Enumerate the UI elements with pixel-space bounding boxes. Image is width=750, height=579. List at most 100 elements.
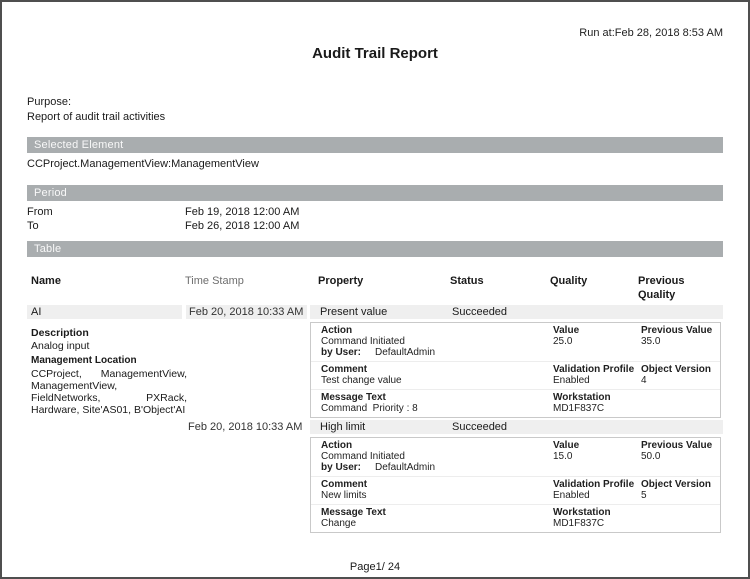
comment-label: Comment	[321, 479, 368, 490]
comment-value: Test change value	[321, 375, 402, 386]
column-header-status: Status	[450, 275, 484, 287]
object-version-cell: Object Version 4	[641, 364, 720, 386]
workstation-value: MD1F837C	[553, 518, 605, 529]
event-timestamp: Feb 20, 2018 10:33 AM	[188, 421, 303, 433]
message-cell: Message Text Change	[321, 507, 553, 529]
purpose-text: Report of audit trail activities	[27, 111, 166, 123]
table-column-headers: Name Time Stamp Property Status Quality …	[27, 274, 723, 302]
event-quality	[552, 420, 640, 434]
comment-value: New limits	[321, 490, 367, 501]
description-text: Analog input	[31, 340, 90, 352]
empty-cell	[641, 392, 720, 414]
message-cell: Message Text Command Priority : 8	[321, 392, 553, 414]
action-label: Action	[321, 440, 353, 451]
table-row: Feb 20, 2018 10:33 AM High limit Succeed…	[27, 420, 723, 434]
event-details-box: Action Command Initiated by User: Default…	[310, 322, 721, 418]
empty-description-block	[27, 437, 187, 440]
workstation-cell: Workstation MD1F837C	[553, 507, 641, 529]
column-gap	[307, 305, 310, 319]
by-user-label: by User:	[321, 462, 362, 473]
column-header-time-stamp: Time Stamp	[185, 275, 244, 287]
event-status: Succeeded	[452, 421, 508, 433]
period-to-row: To Feb 26, 2018 12:00 AM	[27, 219, 723, 233]
period-to-label: To	[27, 220, 39, 232]
validation-profile-label: Validation Profile	[553, 479, 635, 490]
validation-profile-value: Enabled	[553, 490, 590, 501]
event-details-box: Action Command Initiated by User: Default…	[310, 437, 721, 533]
validation-profile-cell: Validation Profile Enabled	[553, 364, 641, 386]
value-value: 25.0	[553, 336, 573, 347]
validation-profile-value: Enabled	[553, 375, 590, 386]
value-cell: Value 25.0	[553, 325, 641, 358]
event-summary-band: High limit Succeeded	[310, 420, 723, 434]
event-property: Present value	[320, 306, 388, 318]
detail-row-comment: Comment New limits Validation Profile En…	[311, 476, 720, 504]
page-number: Page1/ 24	[349, 561, 401, 573]
entry-description-block: Description Analog input Management Loca…	[27, 322, 187, 416]
workstation-value: MD1F837C	[553, 403, 605, 414]
object-version-label: Object Version	[641, 479, 712, 490]
previous-value-label: Previous Value	[641, 440, 713, 451]
detail-row-message: Message Text Change Workstation MD1F837C	[311, 504, 720, 532]
empty-name-cell	[27, 420, 185, 434]
value-value: 15.0	[553, 451, 573, 462]
event-status: Succeeded	[452, 306, 508, 318]
previous-value-value: 35.0	[641, 336, 661, 347]
page-title: Audit Trail Report	[312, 45, 438, 62]
by-user-label: by User:	[321, 347, 362, 358]
value-label: Value	[553, 325, 580, 336]
value-cell: Value 15.0	[553, 440, 641, 473]
period-from-row: From Feb 19, 2018 12:00 AM	[27, 205, 723, 219]
entry-detail-row: Action Command Initiated by User: Default…	[27, 437, 723, 533]
detail-row-comment: Comment Test change value Validation Pro…	[311, 361, 720, 389]
by-user-line: by User: DefaultAdmin	[321, 462, 553, 473]
comment-cell: Comment New limits	[321, 479, 553, 501]
event-timestamp: Feb 20, 2018 10:33 AM	[186, 305, 307, 319]
workstation-label: Workstation	[553, 392, 611, 403]
management-location-text: CCProject, ManagementView, ManagementVie…	[31, 368, 187, 416]
event-previous-quality	[640, 420, 723, 434]
value-label: Value	[553, 440, 580, 451]
object-version-cell: Object Version 5	[641, 479, 720, 501]
detail-row-action: Action Command Initiated by User: Default…	[311, 323, 720, 361]
detail-row-message: Message Text Command Priority : 8 Workst…	[311, 389, 720, 417]
selected-element-section-bar: Selected Element	[27, 137, 723, 153]
message-text-value: Change	[321, 518, 357, 529]
detail-row-action: Action Command Initiated by User: Default…	[311, 438, 720, 476]
column-header-name: Name	[31, 275, 61, 287]
table-section-bar: Table	[27, 241, 723, 257]
table-row: AI Feb 20, 2018 10:33 AM Present value S…	[27, 305, 723, 319]
column-header-quality: Quality	[550, 275, 588, 287]
action-label: Action	[321, 325, 353, 336]
message-text-label: Message Text	[321, 392, 386, 403]
message-text-value: Command Priority : 8	[321, 403, 418, 414]
message-text-label: Message Text	[321, 507, 386, 518]
event-summary-band: Present value Succeeded	[310, 305, 723, 319]
object-version-label: Object Version	[641, 364, 712, 375]
by-user-value: DefaultAdmin	[375, 347, 436, 358]
object-version-value: 4	[641, 375, 647, 386]
action-value: Command Initiated	[321, 451, 405, 462]
previous-value-cell: Previous Value 50.0	[641, 440, 720, 473]
column-header-previous-quality: Previous Quality	[638, 275, 685, 301]
period-from-value: Feb 19, 2018 12:00 AM	[185, 206, 300, 218]
by-user-line: by User: DefaultAdmin	[321, 347, 553, 358]
event-previous-quality	[640, 305, 723, 319]
description-label: Description	[31, 327, 89, 339]
by-user-value: DefaultAdmin	[375, 462, 436, 473]
event-property: High limit	[320, 421, 366, 433]
empty-cell	[641, 507, 720, 529]
comment-label: Comment	[321, 364, 368, 375]
run-at-timestamp: Run at:Feb 28, 2018 8:53 AM	[579, 27, 723, 39]
validation-profile-label: Validation Profile	[553, 364, 635, 375]
action-cell: Action Command Initiated by User: Default…	[321, 325, 553, 358]
management-location-label: Management Location	[31, 355, 137, 366]
comment-cell: Comment Test change value	[321, 364, 553, 386]
action-value: Command Initiated	[321, 336, 405, 347]
previous-value-cell: Previous Value 35.0	[641, 325, 720, 358]
workstation-label: Workstation	[553, 507, 611, 518]
purpose-label: Purpose:	[27, 96, 72, 108]
event-quality	[552, 305, 640, 319]
entry-detail-row: Description Analog input Management Loca…	[27, 322, 723, 418]
